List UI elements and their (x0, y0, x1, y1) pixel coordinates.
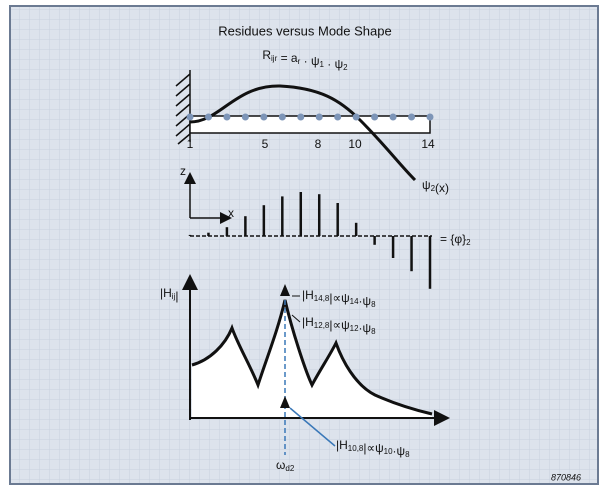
subscript: ij (172, 292, 176, 301)
residue-label: |H10,8|∝ψ10·ψ8 (336, 438, 410, 459)
text-part: ω (276, 458, 285, 472)
node-dot (352, 113, 360, 121)
subscript: 2 (466, 238, 471, 247)
node-dot (278, 113, 286, 121)
subscript: 10 (384, 447, 393, 456)
arrow (280, 396, 290, 408)
frf-axis-label: |Hij| (160, 286, 178, 303)
subscript: 14,8 (314, 294, 330, 303)
formula: Rijr = ar · ψ1 · ψ2 (262, 48, 348, 72)
beam-tick: 5 (262, 137, 269, 151)
node-dot (426, 113, 434, 121)
beam-tick: 14 (421, 137, 435, 151)
mode-shape-curve (189, 84, 417, 182)
mode-label: ψ2(x) (422, 178, 449, 195)
text-part: |H (160, 286, 172, 300)
subscript: d2 (285, 464, 294, 473)
beam-tick: 1 (187, 137, 194, 151)
text-part: R (262, 48, 271, 62)
text-part: |H (302, 288, 314, 302)
text-part: (x) (435, 181, 449, 195)
arrow (280, 284, 290, 296)
subscript: r (298, 57, 301, 66)
subscript: 12,8 (314, 321, 330, 330)
subscript: 12 (350, 324, 359, 333)
residue-label: |H12,8|∝ψ12·ψ8 (302, 315, 376, 336)
frequency-label: ωd2 (276, 458, 295, 473)
x-label: x (228, 206, 234, 220)
node-dot (223, 113, 231, 121)
subscript: 2 (343, 63, 348, 72)
title: Residues versus Mode Shape (218, 23, 391, 38)
subscript: 8 (405, 450, 410, 459)
subscript: 10,8 (348, 444, 364, 453)
text-part: |∝ψ (329, 318, 349, 332)
mode-vector (188, 192, 432, 289)
text-part: = {φ} (440, 232, 466, 246)
figure-number: 870846 (551, 472, 581, 482)
vector-label: = {φ}2 (440, 232, 471, 247)
text-part: ·ψ (393, 444, 406, 458)
node-dot (260, 113, 268, 121)
text-part: | (175, 289, 178, 303)
text-part: · ψ (324, 57, 343, 71)
node-dot (389, 113, 397, 121)
text-part: ψ (422, 178, 431, 192)
residue-label: |H14,8|∝ψ14·ψ8 (302, 288, 376, 309)
node-dot (408, 113, 416, 121)
text-part: |∝ψ (363, 441, 383, 455)
subscript: 1 (320, 60, 325, 69)
text-part: ·ψ (359, 294, 372, 308)
node-dot (315, 113, 323, 121)
node-dot (297, 113, 305, 121)
node-dot (241, 113, 249, 121)
frf-fill (192, 300, 432, 418)
text-part: |∝ψ (329, 291, 349, 305)
subscript: ijr (271, 54, 278, 63)
text-part: = a (277, 51, 298, 65)
beam-tick: 10 (348, 137, 362, 151)
subscript: 8 (371, 300, 376, 309)
subscript: 8 (371, 327, 376, 336)
nodes (186, 113, 434, 121)
frf-curve (191, 299, 433, 416)
node-dot (334, 113, 342, 121)
text-part: |H (302, 315, 314, 329)
text-part: |H (336, 438, 348, 452)
text-part: ·ψ (359, 321, 372, 335)
subscript: 14 (350, 297, 359, 306)
node-dot (204, 113, 212, 121)
z-label: z (180, 164, 186, 178)
node-dot (371, 113, 379, 121)
leader (291, 314, 301, 323)
leader (289, 407, 336, 447)
node-dot (186, 113, 194, 121)
beam-tick: 8 (315, 137, 322, 151)
subscript: 2 (431, 184, 436, 193)
text-part: · ψ (300, 54, 319, 68)
